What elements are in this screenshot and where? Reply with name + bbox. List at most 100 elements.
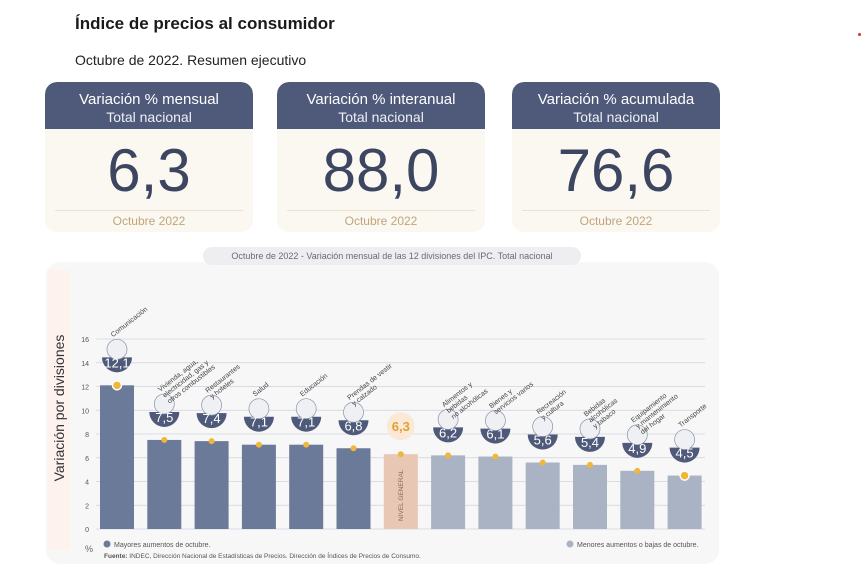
bar bbox=[383, 454, 418, 529]
value-badge bbox=[480, 428, 511, 444]
category-icon bbox=[153, 393, 175, 415]
card-subtitle: Total nacional bbox=[338, 109, 424, 125]
value-badge bbox=[102, 357, 132, 373]
value-badge bbox=[291, 416, 322, 432]
value-badge bbox=[149, 411, 180, 427]
card-title: Variación % mensual bbox=[79, 91, 219, 108]
value-badge bbox=[669, 447, 700, 463]
value-dot bbox=[350, 445, 357, 452]
bar bbox=[525, 462, 560, 529]
value-label: 7,1 bbox=[297, 415, 315, 430]
bar bbox=[620, 470, 655, 529]
card-subtitle: Total nacional bbox=[573, 109, 659, 125]
category-icon bbox=[201, 394, 222, 416]
card-date: Octubre 2022 bbox=[344, 214, 418, 228]
y-tick-label: 2 bbox=[85, 503, 89, 510]
bar bbox=[478, 456, 513, 529]
card-title: Variación % interanual bbox=[306, 91, 456, 108]
value-dot bbox=[255, 441, 262, 448]
y-tick-label: 6 bbox=[85, 456, 89, 463]
value-dot bbox=[161, 436, 168, 443]
card-header: Variación % acumulada Total nacional bbox=[512, 82, 720, 129]
value-dot bbox=[492, 453, 499, 460]
bar bbox=[241, 444, 276, 529]
page-title: Índice de precios al consumidor bbox=[75, 14, 335, 33]
value-badge bbox=[196, 413, 227, 429]
value-badge bbox=[386, 412, 415, 441]
card-header: Variación % mensual Total nacional bbox=[45, 82, 253, 129]
card-value: 76,6 bbox=[557, 137, 675, 204]
y-tick-label: 0 bbox=[85, 527, 89, 534]
category-label: Equipamientoy mantenimientodel hogar bbox=[630, 387, 684, 436]
page-subtitle: Octubre de 2022. Resumen ejecutivo bbox=[75, 52, 307, 68]
value-label: 7,1 bbox=[250, 415, 268, 430]
card-yearly: Variación % interanual Total nacional 88… bbox=[277, 82, 485, 232]
bar bbox=[667, 475, 702, 529]
category-icon bbox=[485, 410, 506, 431]
value-label: 6,2 bbox=[439, 425, 457, 440]
category-icon bbox=[674, 429, 695, 450]
bar bbox=[147, 439, 182, 529]
category-icon bbox=[295, 398, 317, 420]
value-label: 6,8 bbox=[344, 418, 362, 433]
card-value: 88,0 bbox=[322, 137, 440, 204]
value-label: 7,4 bbox=[203, 411, 221, 426]
value-label: 7,5 bbox=[155, 410, 173, 425]
card-title: Variación % acumulada bbox=[537, 91, 695, 108]
bar bbox=[573, 464, 607, 529]
card-date: Octubre 2022 bbox=[112, 214, 186, 228]
value-dot bbox=[539, 459, 546, 466]
value-dot bbox=[587, 461, 593, 468]
category-label: Alimentos ybebidasno alcohólicas bbox=[441, 376, 490, 421]
card-cumulative: Variación % acumulada Total nacional 76,… bbox=[512, 82, 720, 232]
y-unit-label: % bbox=[85, 544, 93, 554]
y-tick-label: 8 bbox=[85, 432, 89, 439]
value-badge bbox=[527, 434, 558, 450]
category-label-line: Salud bbox=[252, 382, 271, 399]
y-tick-label: 14 bbox=[81, 361, 89, 368]
legend-label-menor: Menores aumentos o bajas de octubre. bbox=[577, 542, 698, 549]
legend-swatch-mayor bbox=[103, 540, 111, 548]
bar-inner-label: NIVEL GENERAL bbox=[398, 469, 405, 521]
y-tick-label: 16 bbox=[81, 337, 89, 344]
category-label: Salud bbox=[252, 382, 271, 399]
y-tick-label: 4 bbox=[85, 480, 89, 487]
category-label-line: Comunicación bbox=[110, 306, 149, 339]
divider bbox=[55, 210, 243, 211]
value-label: 4,5 bbox=[676, 446, 694, 461]
category-label: Recreacióny cultura bbox=[536, 389, 573, 422]
source-label: Fuente: bbox=[104, 553, 127, 560]
category-label-line: Transporte bbox=[678, 403, 709, 429]
value-label: 4,9 bbox=[628, 441, 646, 456]
value-badge bbox=[243, 416, 274, 432]
chart-title-date: Octubre de 2022 bbox=[231, 251, 299, 261]
legend-swatch-menor bbox=[566, 540, 574, 548]
source-note: Fuente: INDEC, Dirección Nacional de Est… bbox=[104, 551, 421, 560]
bar bbox=[431, 455, 466, 529]
chart-title-text: - Variación mensual de las 12 divisiones… bbox=[298, 251, 553, 261]
value-dot bbox=[303, 441, 310, 448]
bar bbox=[100, 385, 134, 529]
bar bbox=[289, 444, 324, 529]
value-dot bbox=[397, 451, 404, 458]
decorative-dot bbox=[858, 33, 861, 36]
divider bbox=[287, 210, 475, 211]
category-icon bbox=[532, 416, 554, 437]
value-dot bbox=[111, 380, 123, 391]
category-icon bbox=[248, 398, 270, 420]
y-tick-label: 12 bbox=[81, 385, 89, 392]
value-label: 6,3 bbox=[392, 419, 410, 434]
value-dot bbox=[208, 438, 215, 445]
card-header: Variación % interanual Total nacional bbox=[277, 82, 485, 129]
card-subtitle: Total nacional bbox=[106, 109, 192, 125]
value-badge bbox=[338, 420, 369, 436]
card-value: 6,3 bbox=[107, 137, 191, 204]
value-label: 5,4 bbox=[581, 435, 599, 450]
value-label: 5,6 bbox=[534, 433, 552, 448]
bar bbox=[336, 448, 371, 529]
category-icon bbox=[437, 409, 459, 430]
value-badge bbox=[575, 436, 605, 452]
value-dot bbox=[679, 470, 690, 481]
category-label: Transporte bbox=[678, 403, 709, 429]
